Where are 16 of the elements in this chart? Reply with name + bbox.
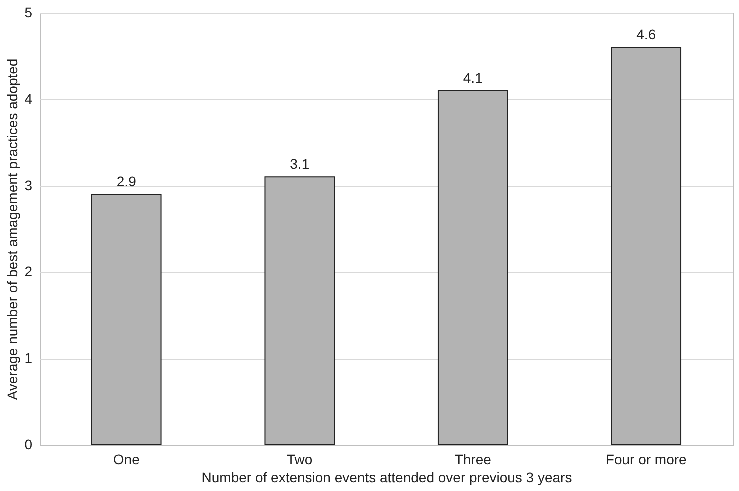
x-tick-label: Four or more	[606, 452, 688, 468]
data-label: 4.1	[463, 70, 484, 86]
y-axis-title: Average number of best amagement practices adopted	[4, 58, 21, 400]
y-tick-label: 3	[24, 177, 33, 194]
y-tick-label: 4	[24, 90, 33, 107]
y-tick-label: 2	[24, 264, 33, 280]
data-label: 2.9	[116, 173, 137, 190]
x-axis-title: Number of extension events attended over previous 3 years	[202, 470, 572, 486]
y-tick-label: 1	[24, 350, 33, 366]
y-tick-label: 5	[24, 4, 33, 20]
data-label: 4.6	[636, 26, 656, 43]
x-tick-label: Two	[287, 452, 313, 468]
data-label: 3.1	[290, 156, 310, 172]
x-tick-label: One	[113, 452, 140, 468]
y-tick-label: 0	[24, 436, 33, 452]
x-tick-label: Three	[454, 452, 492, 468]
